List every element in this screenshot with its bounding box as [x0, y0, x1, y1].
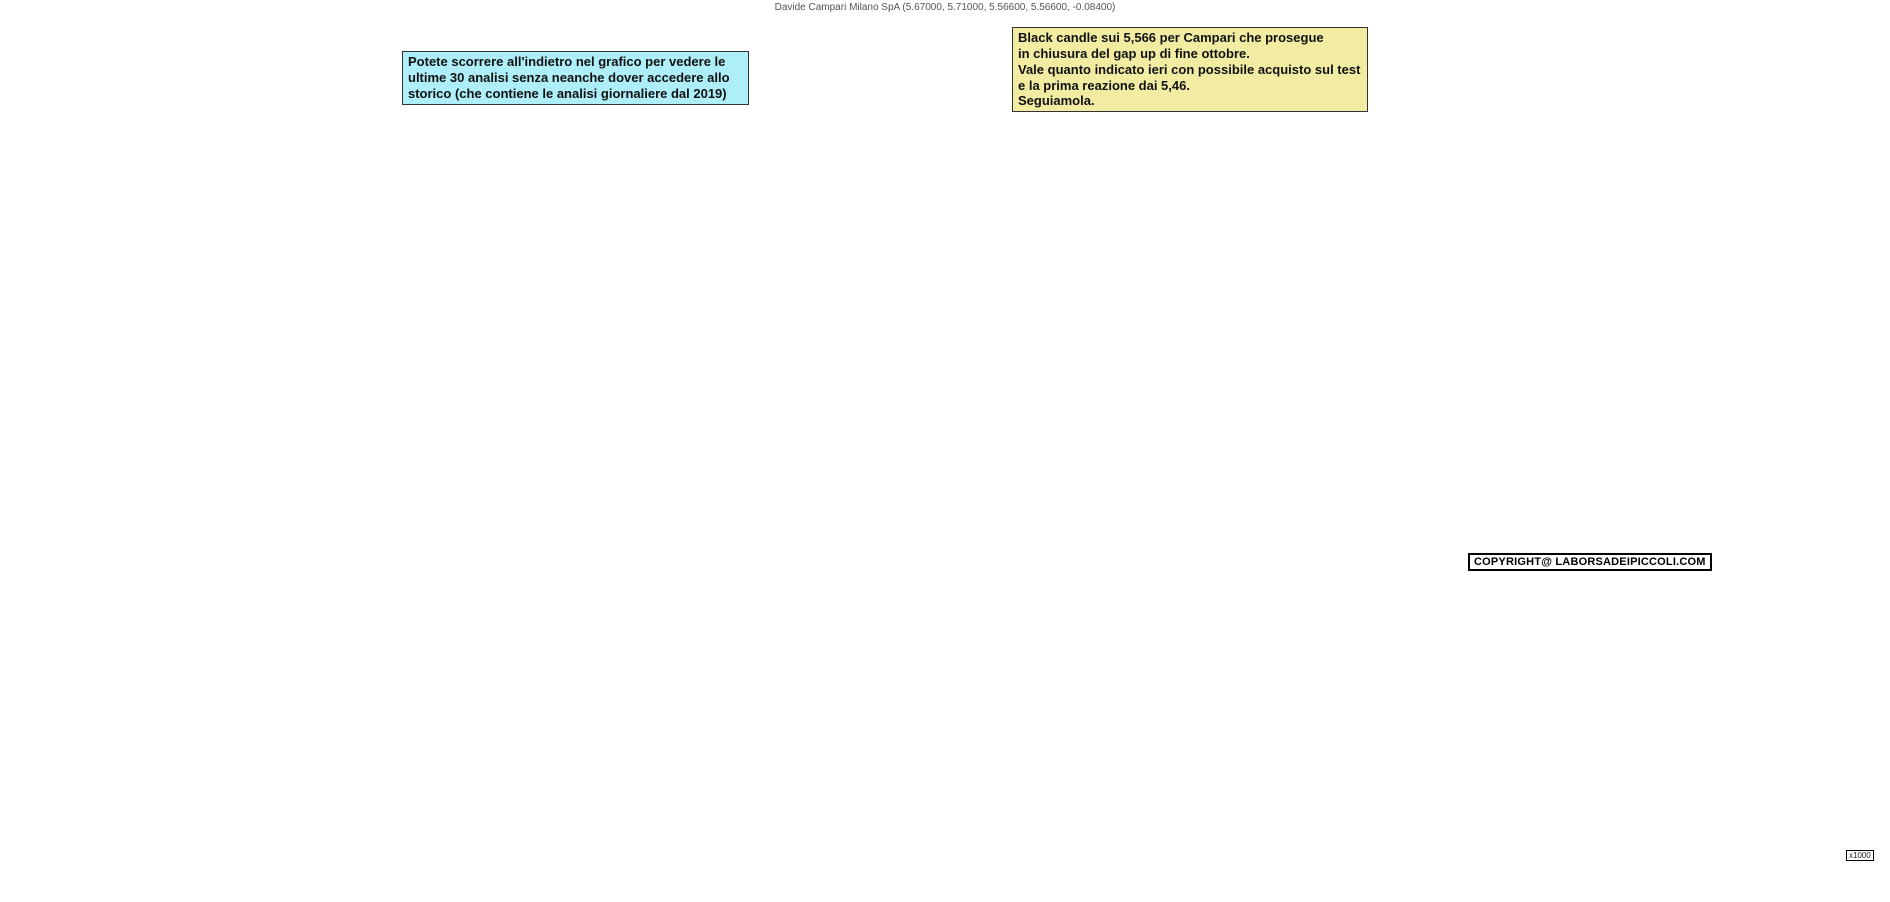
- daily-analysis-note: Black candle sui 5,566 per Campari che p…: [1012, 27, 1368, 113]
- volume-unit-label: x1000: [1846, 850, 1874, 861]
- scroll-history-note: Potete scorrere all'indietro nel grafico…: [402, 51, 749, 105]
- chart-title: Davide Campari Milano SpA (5.67000, 5.71…: [774, 2, 1116, 13]
- copyright-label: COPYRIGHT@ LABORSADEIPICCOLI.COM: [1468, 553, 1712, 571]
